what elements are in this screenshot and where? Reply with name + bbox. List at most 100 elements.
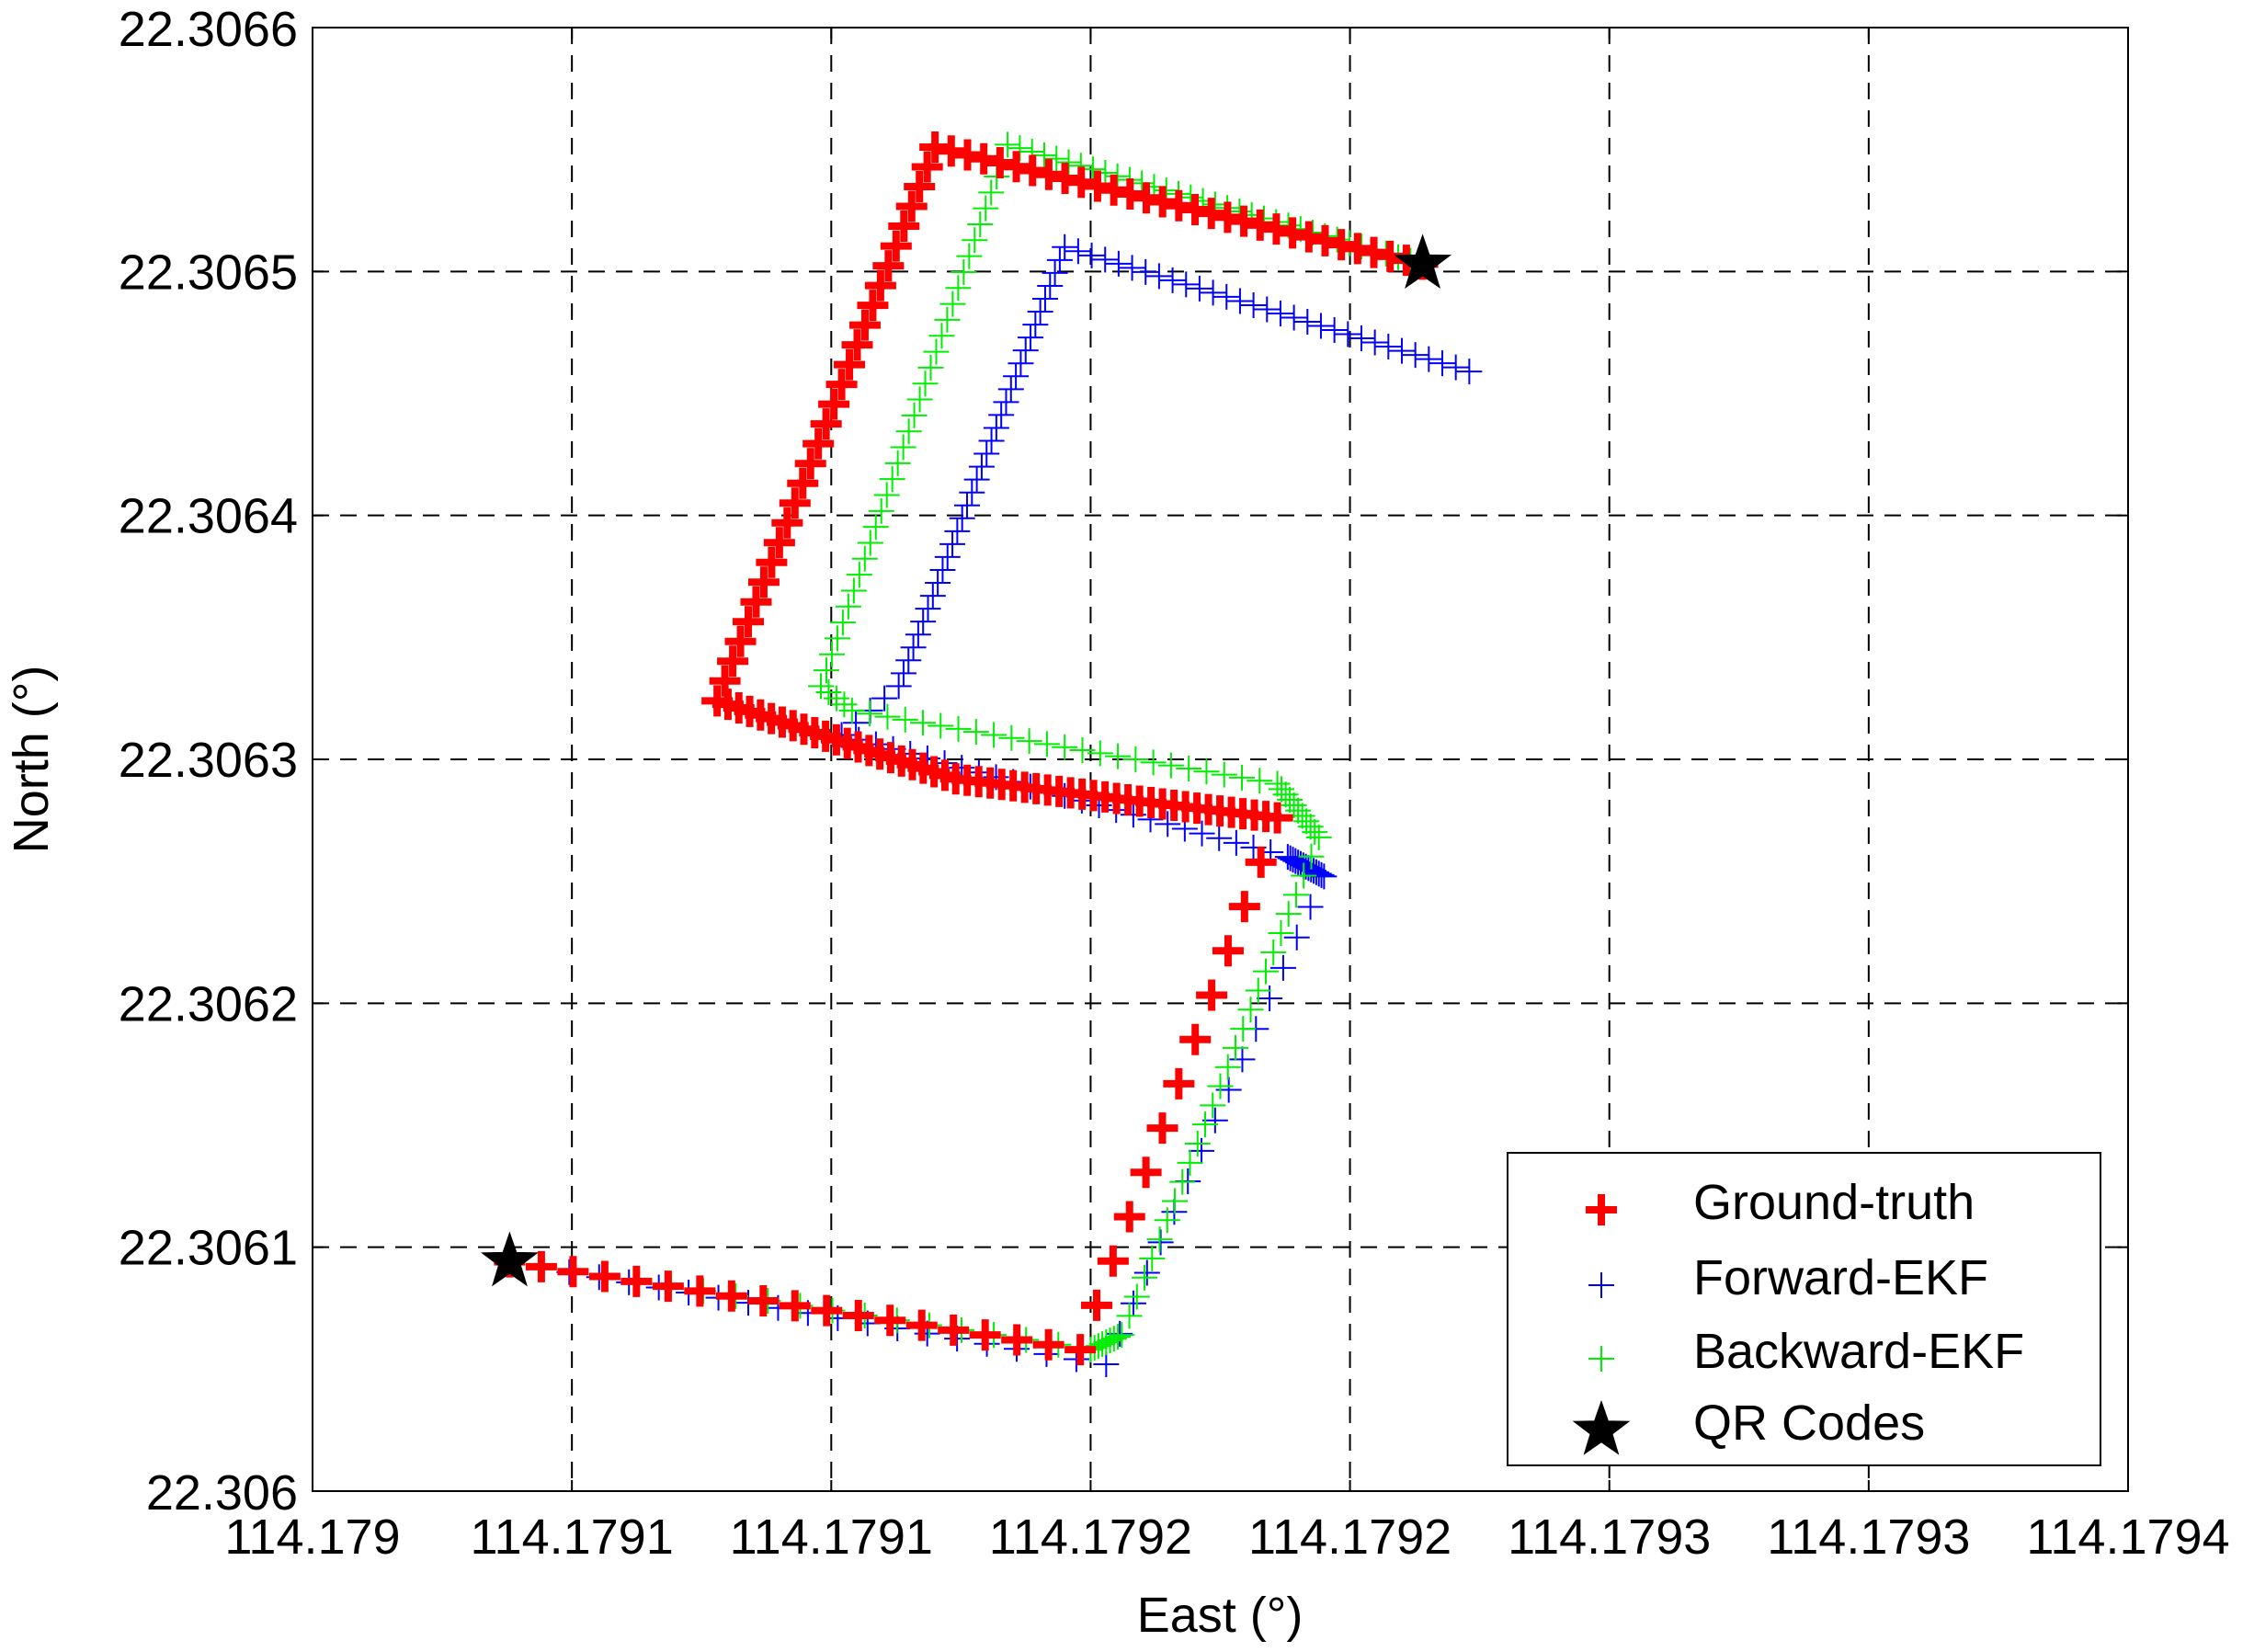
data-point-marker <box>1163 189 1195 222</box>
y-tick-label: 22.3062 <box>119 976 298 1031</box>
data-point-marker <box>963 466 990 493</box>
data-point-marker <box>1007 350 1034 377</box>
data-point-marker <box>1291 862 1317 889</box>
data-point-marker <box>747 1285 780 1317</box>
data-point-marker <box>818 388 850 420</box>
data-point-marker <box>1033 731 1060 758</box>
data-point-marker <box>967 211 994 237</box>
legend-marker-ground-truth <box>1586 1194 1617 1225</box>
data-point-marker <box>1146 186 1178 218</box>
series-qr-codes <box>481 234 1451 1287</box>
legend-marker-backward-ekf <box>1588 1346 1614 1372</box>
data-point-marker <box>1214 1054 1241 1080</box>
data-point-marker <box>848 309 881 341</box>
data-point-marker <box>1105 250 1132 277</box>
data-point-marker <box>938 1314 970 1346</box>
data-point-marker <box>1043 145 1070 172</box>
x-axis-label: East (°) <box>1137 1588 1303 1643</box>
data-point-marker <box>1042 259 1068 286</box>
data-point-marker <box>1229 1046 1256 1073</box>
data-point-marker <box>1213 283 1240 310</box>
data-point-marker <box>984 146 1016 178</box>
data-point-marker <box>1016 728 1042 755</box>
data-point-marker <box>829 610 856 636</box>
data-point-marker <box>1113 1201 1145 1233</box>
data-point-marker <box>1173 271 1200 298</box>
data-point-marker <box>1212 201 1244 234</box>
data-point-marker <box>1245 846 1277 878</box>
data-point-marker <box>1201 1107 1228 1134</box>
data-point-marker <box>1326 229 1358 261</box>
data-point-marker <box>951 258 977 285</box>
data-point-marker <box>1429 350 1456 377</box>
x-tick-label: 114.179 <box>224 1510 400 1565</box>
data-point-marker <box>1223 829 1249 856</box>
data-point-marker <box>1247 768 1273 794</box>
data-point-marker <box>747 566 780 598</box>
data-point-marker <box>1389 337 1415 364</box>
data-point-marker <box>995 131 1021 158</box>
data-point-marker <box>945 715 972 742</box>
data-point-marker <box>906 386 933 413</box>
data-point-marker <box>1321 317 1348 344</box>
data-point-marker <box>939 530 966 557</box>
data-point-marker <box>956 243 983 269</box>
data-point-marker <box>1252 958 1279 985</box>
data-point-marker <box>1065 166 1098 199</box>
legend-plus-glyph <box>1586 1194 1617 1225</box>
data-point-marker <box>771 507 803 539</box>
data-point-marker <box>862 514 889 541</box>
data-point-marker <box>1154 1207 1180 1234</box>
data-point-marker <box>981 722 1007 748</box>
data-point-marker <box>1237 997 1264 1023</box>
data-point-marker <box>1031 285 1058 312</box>
data-point-marker <box>934 306 961 333</box>
data-point-marker <box>969 1319 1001 1351</box>
data-point-marker <box>557 1256 589 1288</box>
data-point-marker <box>1274 844 1301 871</box>
data-point-marker <box>1192 1111 1219 1138</box>
data-point-marker <box>1277 217 1309 249</box>
data-point-marker <box>1292 221 1325 253</box>
data-point-marker <box>973 195 999 222</box>
data-point-marker <box>988 402 1015 428</box>
data-point-marker <box>1146 1226 1173 1253</box>
data-point-marker <box>740 586 772 618</box>
data-point-marker <box>904 171 936 203</box>
data-point-marker <box>1179 193 1212 225</box>
data-point-marker <box>1027 299 1053 325</box>
data-point-marker <box>997 376 1024 403</box>
data-point-marker <box>825 369 858 401</box>
data-point-marker <box>901 402 928 428</box>
data-point-marker <box>1260 213 1292 245</box>
data-point-marker <box>871 685 898 712</box>
data-point-marker <box>1155 811 1181 837</box>
data-point-marker <box>1116 1303 1143 1329</box>
data-point-marker <box>895 647 922 674</box>
data-point-marker <box>1297 894 1324 920</box>
data-point-marker <box>1064 1334 1097 1366</box>
data-point-marker <box>1402 342 1429 369</box>
data-point-marker <box>1179 1023 1212 1055</box>
data-point-marker <box>873 482 900 508</box>
data-point-marker <box>857 701 883 727</box>
y-tick-label: 22.306 <box>146 1465 298 1521</box>
data-point-marker <box>1228 891 1260 923</box>
data-point-marker <box>1230 1016 1257 1042</box>
data-point-marker <box>925 570 951 597</box>
y-tick-label: 22.3061 <box>119 1221 298 1276</box>
data-point-marker <box>857 530 883 556</box>
data-point-marker <box>724 625 757 657</box>
data-point-marker <box>1052 234 1078 260</box>
data-point-marker <box>1335 321 1361 347</box>
x-tick-label: 114.1792 <box>989 1510 1192 1565</box>
data-point-marker <box>1212 935 1244 967</box>
data-point-marker <box>884 450 911 476</box>
data-point-marker <box>1087 740 1113 767</box>
data-point-marker <box>1018 325 1044 351</box>
data-point-marker <box>1200 1092 1226 1119</box>
data-point-marker <box>949 505 975 531</box>
data-point-marker <box>1078 242 1105 268</box>
data-point-marker <box>620 1265 653 1297</box>
data-point-marker <box>892 706 918 733</box>
